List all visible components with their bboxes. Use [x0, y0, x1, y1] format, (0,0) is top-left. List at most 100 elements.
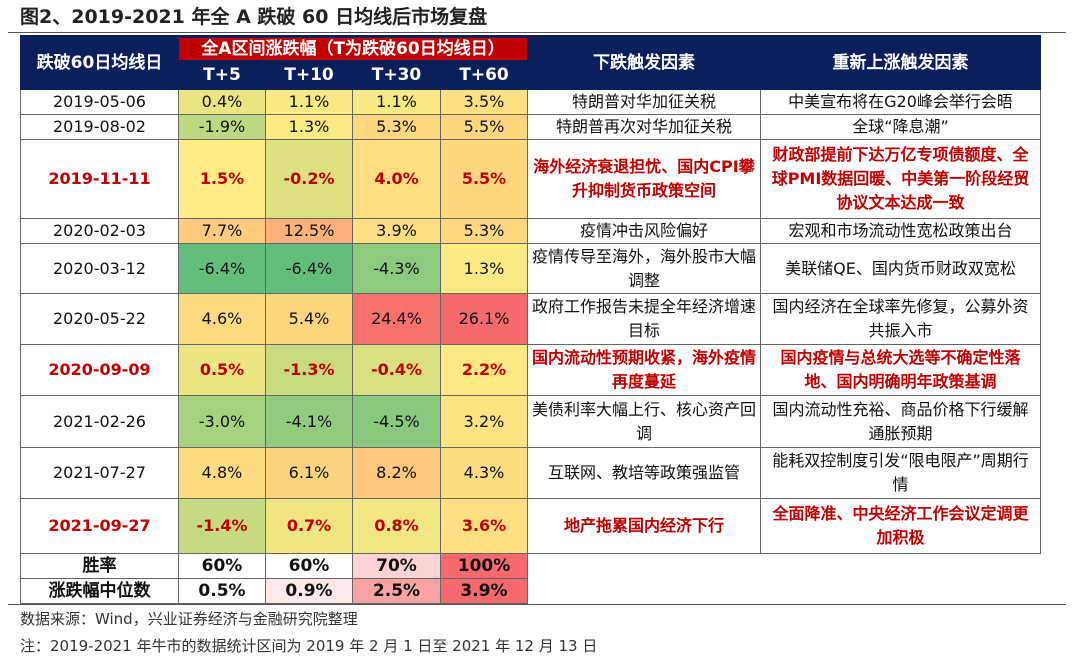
return-cell: 1.3% — [265, 114, 353, 140]
market-review-table: 跌破60日均线日 全A区间涨跌幅（T为跌破60日均线日） 下跌触发因素 重新上涨… — [20, 35, 1041, 604]
return-cell: 4.6% — [178, 293, 266, 345]
return-cell: 3.5% — [440, 89, 528, 115]
return-cell: 6.1% — [265, 447, 353, 499]
up-factor-cell: 全球“降息潮” — [760, 114, 1041, 140]
source-note: 数据来源：Wind，兴业证券经济与金融研究院整理 — [20, 610, 358, 628]
return-cell: 26.1% — [440, 293, 528, 345]
return-cell: -1.4% — [178, 498, 266, 554]
down-factor-cell: 地产拖累国内经济下行 — [527, 498, 761, 554]
up-factor-cell: 中美宣布将在G20峰会举行会晤 — [760, 89, 1041, 115]
return-cell: 2.2% — [440, 344, 528, 396]
summary-row: 胜率 60% 60% 70% 100% — [20, 553, 1041, 604]
return-cell: 1.1% — [352, 89, 441, 115]
date-cell: 2021-02-26 — [20, 395, 179, 448]
return-cell: -4.5% — [352, 395, 441, 448]
date-cell: 2020-05-22 — [20, 293, 179, 345]
return-cell: -6.4% — [178, 243, 266, 294]
table-row: 2019-05-06 0.4% 1.1% 1.1% 3.5% 特朗普对华加征关税 中美宣布将… — [20, 89, 1041, 115]
date-cell: 2020-02-03 — [20, 218, 179, 244]
return-cell: 0.5% — [178, 344, 266, 396]
up-factor-cell: 宏观和市场流动性宽松政策出台 — [760, 218, 1041, 244]
up-factor-cell: 国内经济在全球率先修复，公募外资共振入市 — [760, 293, 1041, 345]
up-factor-cell: 全面降准、中央经济工作会议定调更加积极 — [760, 498, 1041, 554]
return-cell: 3.6% — [440, 498, 528, 554]
table-row: 2021-09-27 -1.4% 0.7% 0.8% 3.6% 地产拖累国内经济下行 全面降… — [20, 498, 1041, 554]
return-cell: 1.1% — [265, 89, 353, 115]
down-factor-cell: 海外经济衰退担忧、国内CPI攀升抑制货币政策空间 — [527, 139, 761, 219]
return-cell: -4.3% — [352, 243, 441, 294]
up-factor-cell: 能耗双控制度引发“限电限产”周期行情 — [760, 447, 1041, 499]
return-cell: 3.9% — [352, 218, 441, 244]
date-cell: 2019-05-06 — [20, 89, 179, 115]
header-t60: T+60 — [440, 60, 528, 90]
down-factor-cell: 疫情冲击风险偏好 — [527, 218, 761, 244]
return-cell: 0.4% — [178, 89, 266, 115]
header-band-label: 全A区间涨跌幅（T为跌破60日均线日） — [179, 38, 527, 60]
figure-title: 图2、2019-2021 年全 A 跌破 60 日均线后市场复盘 — [20, 6, 488, 28]
return-cell: -4.1% — [265, 395, 353, 448]
table-row: 2020-02-03 7.7% 12.5% 3.9% 5.3% 疫情冲击风险偏好 宏观和市场… — [20, 218, 1041, 244]
return-cell: 4.0% — [352, 139, 441, 219]
down-factor-cell: 美债利率大幅上行、核心资产回调 — [527, 395, 761, 448]
return-cell: 5.4% — [265, 293, 353, 345]
summary-cell: 60% — [265, 553, 353, 579]
table-row: 2021-02-26 -3.0% -4.1% -4.5% 3.2% 美债利率大幅上行、核心… — [20, 395, 1041, 448]
return-cell: 1.5% — [178, 139, 266, 219]
table-row: 2020-05-22 4.6% 5.4% 24.4% 26.1% 政府工作报告未提全年经济… — [20, 293, 1041, 345]
summary-row: 涨跌幅中位数 0.5% 0.9% 2.5% 3.9% — [20, 578, 1041, 604]
header-t5: T+5 — [178, 60, 266, 90]
up-factor-cell: 国内流动性充裕、商品价格下行缓解通胀预期 — [760, 395, 1041, 448]
return-cell: 0.8% — [352, 498, 441, 554]
summary-cell: 100% — [440, 553, 528, 579]
return-cell: -3.0% — [178, 395, 266, 448]
summary-cell: 3.9% — [440, 578, 528, 604]
down-factor-cell: 特朗普再次对华加征关税 — [527, 114, 761, 140]
date-cell: 2021-09-27 — [20, 498, 179, 554]
down-factor-cell: 互联网、教培等政策强监管 — [527, 447, 761, 499]
return-cell: 0.7% — [265, 498, 353, 554]
date-cell: 2021-07-27 — [20, 447, 179, 499]
return-cell: 3.2% — [440, 395, 528, 448]
date-cell: 2020-09-09 — [20, 344, 179, 396]
date-cell: 2019-08-02 — [20, 114, 179, 140]
summary-cell: 60% — [178, 553, 266, 579]
empty-area — [527, 553, 1041, 604]
summary-cell: 0.5% — [178, 578, 266, 604]
return-cell: 8.2% — [352, 447, 441, 499]
top-divider — [8, 32, 1066, 33]
return-cell: 5.5% — [440, 139, 528, 219]
summary-cell: 70% — [352, 553, 441, 579]
return-cell: -0.2% — [265, 139, 353, 219]
down-factor-cell: 疫情传导至海外，海外股市大幅调整 — [527, 243, 761, 294]
table-row: 2020-09-09 0.5% -1.3% -0.4% 2.2% 国内流动性预期收紧，海外… — [20, 344, 1041, 396]
return-cell: 12.5% — [265, 218, 353, 244]
return-cell: 24.4% — [352, 293, 441, 345]
header-t30: T+30 — [352, 60, 441, 90]
summary-cell: 2.5% — [352, 578, 441, 604]
summary-cell: 0.9% — [265, 578, 353, 604]
up-factor-cell: 美联储QE、国内货币财政双宽松 — [760, 243, 1041, 294]
return-cell: 7.7% — [178, 218, 266, 244]
bottom-divider — [8, 604, 1066, 605]
up-factor-cell: 财政部提前下达万亿专项债额度、全球PMI数据回暖、中美第一阶段经贸协议文本达成一… — [760, 139, 1041, 219]
header-up: 重新上涨触发因素 — [760, 35, 1041, 90]
return-cell: 5.5% — [440, 114, 528, 140]
footnote: 注：2019-2021 年牛市的数据统计区间为 2019 年 2 月 1 日至 … — [20, 637, 598, 655]
up-factor-cell: 国内疫情与总统大选等不确定性落地、国内明确明年政策基调 — [760, 344, 1041, 396]
return-cell: 5.3% — [440, 218, 528, 244]
date-cell: 2019-11-11 — [20, 139, 179, 219]
summary-label: 涨跌幅中位数 — [20, 578, 179, 604]
return-cell: -1.3% — [265, 344, 353, 396]
down-factor-cell: 特朗普对华加征关税 — [527, 89, 761, 115]
return-cell: 5.3% — [352, 114, 441, 140]
return-cell: 4.8% — [178, 447, 266, 499]
down-factor-cell: 国内流动性预期收紧，海外疫情再度蔓延 — [527, 344, 761, 396]
return-cell: 4.3% — [440, 447, 528, 499]
header-date: 跌破60日均线日 — [20, 35, 179, 90]
header-band: 全A区间涨跌幅（T为跌破60日均线日） — [178, 35, 528, 61]
summary-label: 胜率 — [20, 553, 179, 579]
header-down: 下跌触发因素 — [527, 35, 761, 90]
return-cell: -6.4% — [265, 243, 353, 294]
return-cell: -0.4% — [352, 344, 441, 396]
table-row: 2019-11-11 1.5% -0.2% 4.0% 5.5% 海外经济衰退担忧、国内CP… — [20, 139, 1041, 219]
